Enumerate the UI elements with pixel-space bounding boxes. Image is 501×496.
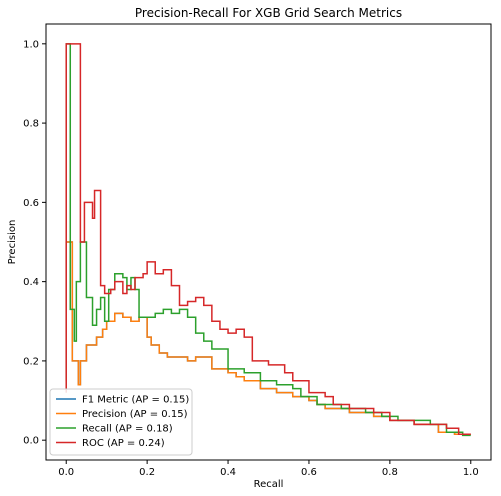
plot-area [65, 43, 471, 437]
legend-box [49, 388, 193, 456]
legend-entry: F1 Metric (AP = 0.15) [82, 395, 189, 406]
y-tick-label: 0.6 [23, 198, 39, 209]
x-tick-label: 0.6 [301, 467, 317, 478]
x-axis: 0.0 0.2 0.4 0.6 0.8 1.0 [58, 460, 479, 478]
y-tick-label: 0.8 [23, 119, 39, 130]
x-axis-label: Recall [254, 479, 284, 490]
series-line-4 [65, 43, 471, 435]
x-tick-label: 0.8 [382, 467, 398, 478]
y-tick-label: 0.0 [23, 436, 39, 447]
series-line-3 [65, 43, 471, 437]
y-tick-label: 1.0 [23, 39, 39, 50]
legend-entry: ROC (AP = 0.24) [82, 438, 165, 449]
y-tick-label: 0.4 [23, 277, 39, 288]
plot-frame [45, 23, 492, 461]
x-tick-label: 1.0 [463, 467, 479, 478]
y-axis-label: Precision [7, 220, 18, 265]
x-tick-label: 0.4 [220, 467, 236, 478]
legend-entry: Recall (AP = 0.18) [82, 424, 173, 435]
legend-entry: Precision (AP = 0.15) [82, 409, 188, 420]
x-tick-label: 0.0 [58, 467, 74, 478]
x-tick-label: 0.2 [139, 467, 155, 478]
y-tick-label: 0.2 [23, 356, 39, 367]
series-line-2 [65, 241, 471, 435]
chart-title: Precision-Recall For XGB Grid Search Met… [135, 6, 402, 20]
y-axis: 0.0 0.2 0.4 0.6 0.8 1.0 [23, 39, 46, 447]
legend: F1 Metric (AP = 0.15) Precision (AP = 0.1… [49, 388, 193, 456]
